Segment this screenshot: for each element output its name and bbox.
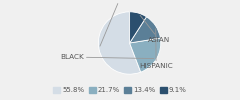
Legend: 55.8%, 21.7%, 13.4%, 9.1%: 55.8%, 21.7%, 13.4%, 9.1% bbox=[51, 84, 189, 96]
Text: ASIAN: ASIAN bbox=[140, 15, 170, 43]
Wedge shape bbox=[130, 38, 161, 72]
Wedge shape bbox=[130, 17, 160, 43]
Text: WHITE: WHITE bbox=[100, 0, 132, 46]
Text: BLACK: BLACK bbox=[60, 54, 154, 60]
Wedge shape bbox=[130, 12, 146, 43]
Text: HISPANIC: HISPANIC bbox=[139, 29, 173, 69]
Wedge shape bbox=[98, 12, 141, 74]
